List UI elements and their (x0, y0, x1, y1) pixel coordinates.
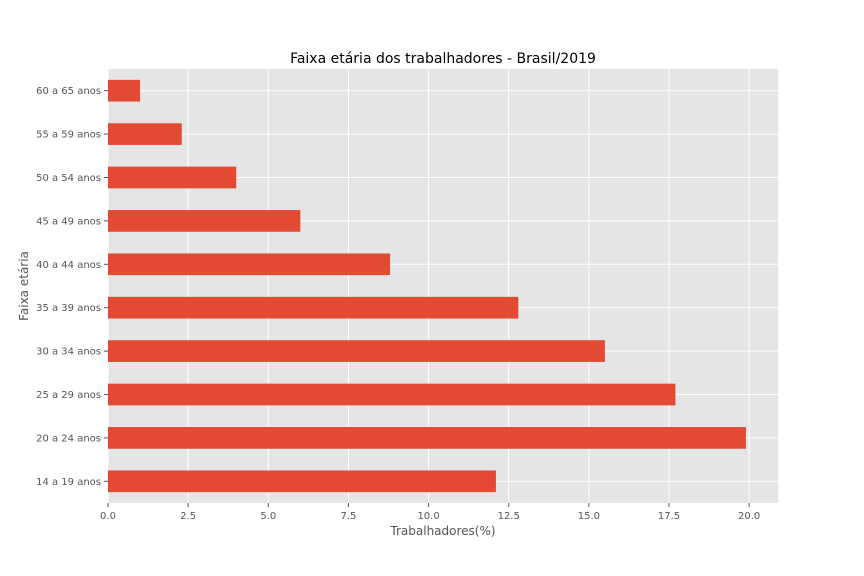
x-tick-labels: 0.0 2.5 5.0 7.5 10.0 12.5 15.0 17.5 20.0 (100, 503, 760, 522)
y-axis-label: Faixa etária (17, 251, 31, 321)
y-tick-label: 14 a 19 anos (36, 477, 101, 488)
y-tick-label: 40 a 44 anos (36, 260, 101, 271)
bar-45-a-49-anos (108, 210, 301, 232)
bar-55-a-59-anos (108, 123, 182, 145)
x-tick-label: 15.0 (578, 511, 600, 522)
y-tick-label: 20 a 24 anos (36, 433, 101, 444)
y-tick-label: 60 a 65 anos (36, 86, 101, 97)
y-tick-label: 30 a 34 anos (36, 347, 101, 358)
x-tick-label: 17.5 (658, 511, 680, 522)
y-tick-label: 35 a 39 anos (36, 303, 101, 314)
bar-40-a-44-anos (108, 253, 391, 276)
x-axis-label: Trabalhadores(%) (389, 524, 495, 538)
x-tick-label: 0.0 (100, 511, 116, 522)
bar-30-a-34-anos (108, 340, 605, 362)
y-tick-label: 55 a 59 anos (36, 130, 101, 141)
bar-60-a-65-anos (108, 79, 141, 102)
x-tick-label: 2.5 (180, 511, 196, 522)
bar-20-a-24-anos (108, 427, 746, 449)
bar-25-a-29-anos (108, 383, 676, 406)
bar-35-a-39-anos (108, 296, 519, 319)
x-tick-label: 5.0 (260, 511, 276, 522)
bar-50-a-54-anos (108, 166, 237, 189)
x-tick-label: 12.5 (498, 511, 520, 522)
x-tick-label: 10.0 (417, 511, 439, 522)
bar-14-a-19-anos (108, 470, 496, 493)
x-tick-label: 7.5 (340, 511, 356, 522)
chart-title: Faixa etária dos trabalhadores - Brasil/… (290, 51, 596, 67)
y-tick-labels: 14 a 19 anos 20 a 24 anos 25 a 29 anos 30 a… (36, 86, 108, 488)
y-tick-label: 50 a 54 anos (36, 173, 101, 184)
bars (108, 79, 746, 493)
y-tick-label: 45 a 49 anos (36, 216, 101, 227)
x-tick-label: 20.0 (738, 511, 760, 522)
y-tick-label: 25 a 29 anos (36, 390, 101, 401)
